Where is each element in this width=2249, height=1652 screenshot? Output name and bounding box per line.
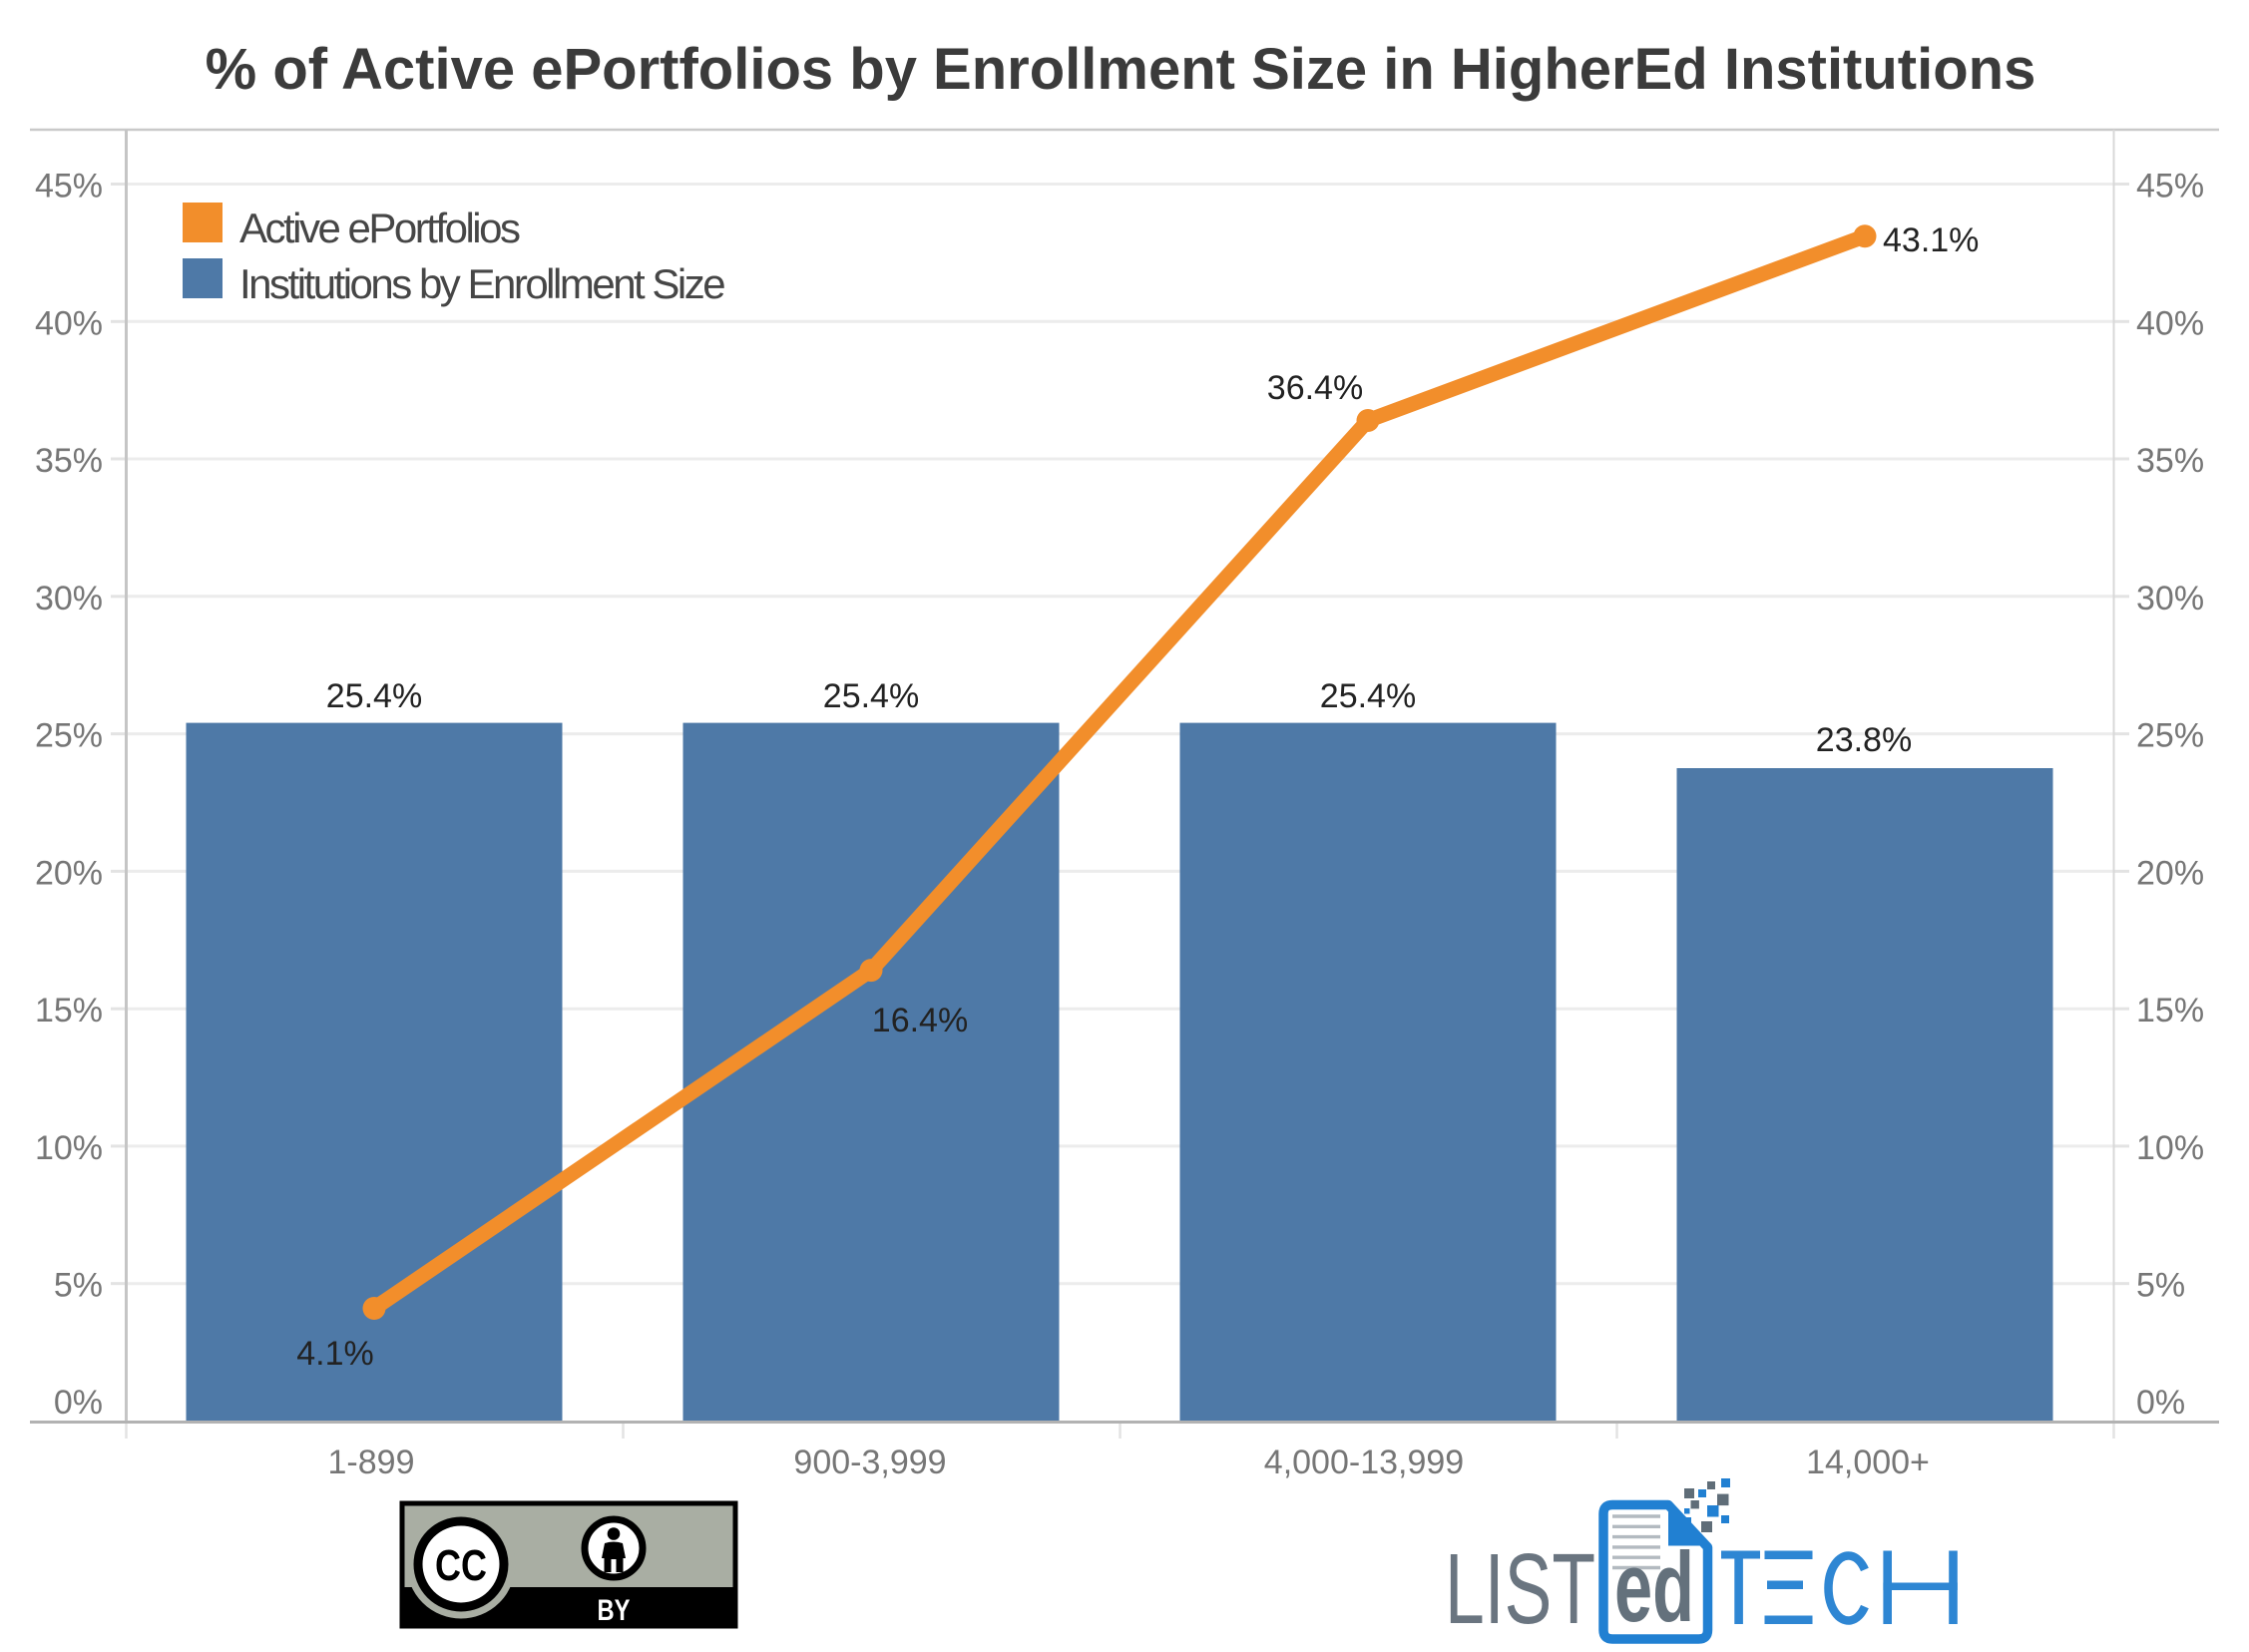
svg-text:ed: ed — [1614, 1531, 1694, 1642]
svg-text:23.8%: 23.8% — [1816, 721, 1912, 759]
svg-text:30%: 30% — [35, 580, 103, 618]
svg-text:20%: 20% — [2136, 854, 2204, 892]
svg-text:25%: 25% — [2136, 717, 2204, 755]
svg-text:45%: 45% — [35, 168, 103, 206]
svg-text:CC: CC — [435, 1541, 487, 1590]
svg-text:40%: 40% — [35, 304, 103, 342]
svg-text:4.1%: 4.1% — [296, 1335, 374, 1373]
svg-text:35%: 35% — [35, 442, 103, 480]
svg-text:5%: 5% — [54, 1267, 103, 1305]
svg-text:0%: 0% — [54, 1384, 103, 1422]
svg-text:5%: 5% — [2136, 1267, 2185, 1305]
svg-text:4,000-13,999: 4,000-13,999 — [1264, 1444, 1464, 1481]
svg-text:10%: 10% — [35, 1129, 103, 1167]
svg-text:36.4%: 36.4% — [1267, 369, 1363, 407]
svg-text:14,000+: 14,000+ — [1806, 1444, 1930, 1481]
svg-text:0%: 0% — [2136, 1384, 2185, 1422]
svg-text:35%: 35% — [2136, 442, 2204, 480]
svg-text:25%: 25% — [35, 717, 103, 755]
svg-text:40%: 40% — [2136, 304, 2204, 342]
svg-text:10%: 10% — [2136, 1129, 2204, 1167]
svg-text:20%: 20% — [35, 854, 103, 892]
svg-text:25.4%: 25.4% — [1320, 677, 1416, 715]
svg-text:25.4%: 25.4% — [823, 677, 919, 715]
svg-text:45%: 45% — [2136, 168, 2204, 206]
svg-text:LIST: LIST — [1445, 1533, 1595, 1645]
svg-text:16.4%: 16.4% — [872, 1002, 968, 1039]
svg-text:30%: 30% — [2136, 580, 2204, 618]
svg-text:25.4%: 25.4% — [326, 677, 422, 715]
svg-text:15%: 15% — [2136, 992, 2204, 1030]
svg-text:% of Active ePortfolios by Enr: % of Active ePortfolios by Enrollment Si… — [206, 37, 2036, 102]
svg-text:BY: BY — [598, 1594, 631, 1627]
svg-text:900-3,999: 900-3,999 — [793, 1444, 946, 1481]
svg-text:Institutions by Enrollment Siz: Institutions by Enrollment Size — [239, 260, 724, 307]
svg-text:Active ePortfolios: Active ePortfolios — [239, 205, 520, 251]
svg-text:43.1%: 43.1% — [1883, 221, 1979, 259]
svg-text:15%: 15% — [35, 992, 103, 1030]
svg-text:1-899: 1-899 — [328, 1444, 415, 1481]
